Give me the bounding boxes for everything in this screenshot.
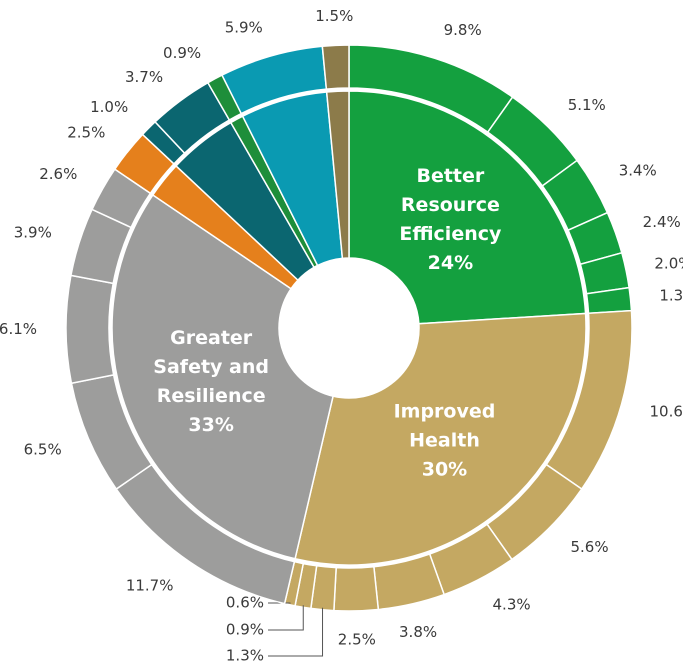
outer-segment (333, 565, 380, 612)
outer-segment (321, 44, 350, 90)
outer-label: 3.8% (399, 623, 437, 641)
group-label: Efficiency (399, 223, 502, 245)
group-label: Better (416, 165, 484, 187)
group-value-label: 33% (188, 414, 233, 436)
outer-label: 0.6% (226, 594, 264, 612)
outer-label: 5.9% (225, 19, 263, 37)
group-label: Resilience (157, 385, 266, 407)
outer-label: 1.0% (90, 98, 128, 116)
outer-label: 3.7% (125, 68, 163, 86)
group-label: Greater (170, 327, 253, 349)
outer-label: 0.9% (163, 44, 201, 62)
outer-label: 0.9% (226, 621, 264, 639)
hole (279, 258, 419, 398)
outer-label: 3.9% (14, 223, 52, 241)
group-label: Safety and (153, 356, 269, 378)
group-label: Improved (394, 401, 496, 423)
outer-label: 2.5% (338, 630, 376, 648)
group-label: Resource (401, 194, 500, 216)
outer-label: 6.1% (0, 320, 37, 338)
group-label: Health (409, 430, 480, 452)
outer-label: 3.4% (619, 162, 657, 180)
outer-label: 1.5% (315, 7, 353, 25)
leader-line (268, 607, 324, 657)
outer-label: 2.6% (39, 165, 77, 183)
group-value-label: 30% (422, 459, 467, 481)
group-value-label: 24% (428, 252, 473, 274)
outer-label: 2.5% (67, 124, 105, 142)
outer-label: 2.4% (643, 213, 681, 231)
outer-label: 4.3% (493, 596, 531, 614)
outer-label: 9.8% (444, 21, 482, 39)
outer-label: 2.0% (654, 255, 683, 273)
outer-label: 5.1% (568, 96, 606, 114)
outer-label: 10.6% (650, 402, 683, 420)
outer-label: 5.6% (570, 538, 608, 556)
outer-label: 1.3% (659, 287, 683, 305)
outer-segment (65, 274, 115, 385)
outer-label: 1.3% (226, 647, 264, 665)
outer-label: 6.5% (24, 440, 62, 458)
leader-line (268, 605, 304, 631)
outer-label: 11.7% (126, 576, 174, 594)
